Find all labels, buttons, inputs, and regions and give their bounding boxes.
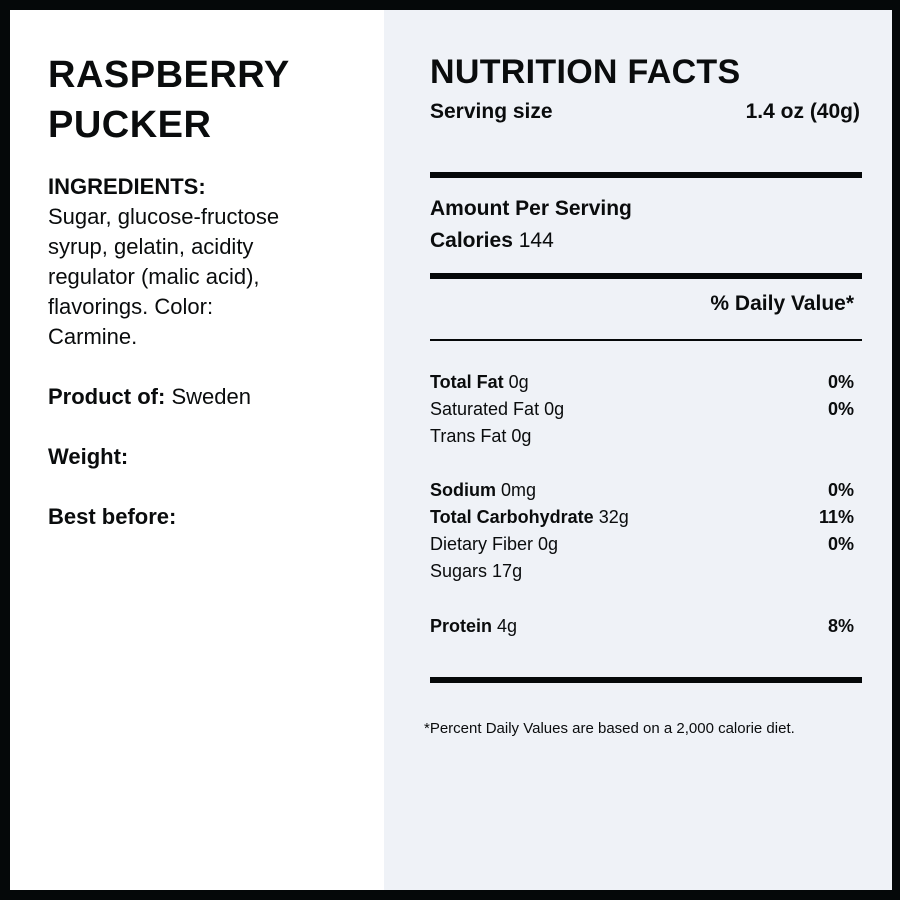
nutrient-label: Trans Fat: [430, 426, 507, 446]
nutrient-row-saturated-fat: Saturated Fat 0g 0%: [430, 396, 854, 423]
serving-size-value: 1.4 oz (40g): [745, 100, 860, 123]
nutrient-name-amount: Sugars 17g: [430, 558, 522, 585]
nutrient-amount: 17g: [487, 561, 523, 581]
amount-per-serving: Amount Per Serving: [430, 197, 632, 220]
best-before-label: Best before:: [48, 504, 177, 529]
nutrient-pct: 0%: [827, 534, 854, 554]
divider-thin: [430, 339, 862, 341]
nutrient-label: Saturated Fat: [430, 399, 540, 419]
nutrient-amount: 0g: [539, 399, 565, 419]
product-name: RASPBERRY PUCKER: [48, 50, 368, 150]
product-of-value: Sweden: [165, 384, 251, 409]
serving-size-row: Serving size 1.4 oz (40g): [430, 97, 860, 127]
product-info-panel: RASPBERRY PUCKER INGREDIENTS: Sugar, glu…: [10, 10, 384, 890]
calories-row: Calories 144: [430, 225, 554, 257]
nutrient-label: Protein: [430, 616, 493, 636]
nutrient-amount: 4g: [492, 616, 518, 636]
nutrient-amount: 32g: [593, 507, 629, 527]
nutrient-pct: 0%: [827, 480, 854, 500]
nutrient-name-amount: Dietary Fiber 0g: [430, 531, 558, 558]
ingredients-section: INGREDIENTS: Sugar, glucose-fructose syr…: [48, 172, 348, 352]
nutrient-label: Total Fat: [430, 372, 504, 392]
serving-size-label: Serving size: [430, 100, 553, 123]
nutrient-name-amount: Saturated Fat 0g: [430, 396, 564, 423]
nutrient-name-amount: Trans Fat 0g: [430, 423, 531, 450]
product-name-line2: PUCKER: [48, 104, 212, 146]
daily-value-footnote: *Percent Daily Values are based on a 2,0…: [424, 720, 795, 737]
nutrient-name-amount: Protein 4g: [430, 613, 517, 640]
daily-value-header: % Daily Value*: [710, 292, 854, 315]
calories-value: 144: [512, 229, 554, 252]
nutrient-label: Sodium: [430, 480, 496, 500]
product-of-line: Product of: Sweden: [48, 382, 251, 412]
nutrient-row-dietary-fiber: Dietary Fiber 0g 0%: [430, 531, 854, 558]
nutrient-amount: 0mg: [496, 480, 537, 500]
nutrient-label: Dietary Fiber: [430, 534, 534, 554]
nutrient-name-amount: Total Fat 0g: [430, 369, 529, 396]
best-before-line: Best before:: [48, 502, 176, 532]
nutrient-amount: 0g: [533, 534, 559, 554]
weight-line: Weight:: [48, 442, 128, 472]
nutrient-label: Total Carbohydrate: [430, 507, 594, 527]
weight-label: Weight:: [48, 444, 129, 469]
nutrient-row-total-fat: Total Fat 0g 0%: [430, 369, 854, 396]
product-name-line1: RASPBERRY: [48, 54, 290, 96]
product-of-label: Product of:: [48, 384, 166, 409]
nutrient-pct: 8%: [827, 616, 854, 636]
nutrient-pct: 0%: [827, 372, 854, 392]
nutrition-facts-panel: NUTRITION FACTS Serving size 1.4 oz (40g…: [384, 10, 892, 890]
divider-thick: [430, 677, 862, 683]
ingredients-line: Carmine.: [48, 324, 138, 349]
nutrient-amount: 0g: [506, 426, 532, 446]
ingredients-label: INGREDIENTS:: [48, 174, 206, 199]
divider-thick: [430, 172, 862, 178]
calories-label: Calories: [430, 229, 513, 252]
nutrient-name-amount: Sodium 0mg: [430, 477, 536, 504]
ingredients-line: regulator (malic acid),: [48, 264, 260, 289]
nutrient-pct: 11%: [818, 507, 854, 527]
nutrient-row-protein: Protein 4g 8%: [430, 613, 854, 640]
ingredients-line: syrup, gelatin, acidity: [48, 234, 254, 259]
nutrient-amount: 0g: [503, 372, 529, 392]
nutrient-label: Sugars: [430, 561, 488, 581]
nutrient-row-sugars: Sugars 17g: [430, 558, 854, 585]
nutrient-pct: 0%: [827, 399, 854, 419]
ingredients-line: flavorings. Color:: [48, 294, 214, 319]
nutrient-row-trans-fat: Trans Fat 0g: [430, 423, 854, 450]
product-label-card: RASPBERRY PUCKER INGREDIENTS: Sugar, glu…: [10, 10, 892, 890]
nutrient-name-amount: Total Carbohydrate 32g: [430, 504, 629, 531]
nutrition-facts-title: NUTRITION FACTS: [430, 53, 741, 91]
divider-thick: [430, 273, 862, 279]
nutrient-row-total-carbohydrate: Total Carbohydrate 32g 11%: [430, 504, 854, 531]
ingredients-line: Sugar, glucose-fructose: [48, 204, 280, 229]
nutrient-row-sodium: Sodium 0mg 0%: [430, 477, 854, 504]
